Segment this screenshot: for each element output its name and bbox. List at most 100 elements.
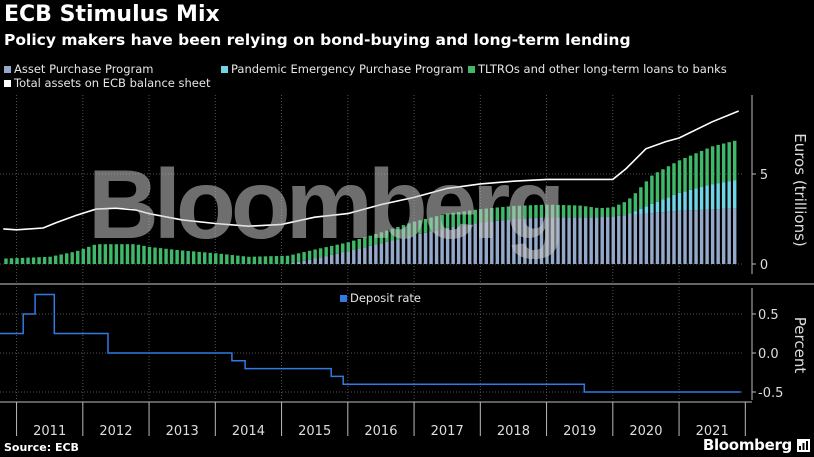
bar-segment-tltro [567, 205, 571, 218]
source-note: Source: ECB [4, 441, 79, 454]
bar-segment-tltro [710, 146, 715, 185]
bar-segment-app [517, 218, 522, 264]
legend-swatch-total [4, 80, 11, 87]
stacked-bars [4, 140, 737, 264]
bar-segment-app [291, 263, 295, 264]
bar-segment-tltro [352, 240, 356, 250]
deposit-rate-line [0, 293, 741, 393]
bar-segment-app [633, 214, 638, 264]
bar-segment-tltro [274, 256, 279, 264]
bar-segment-app [440, 229, 444, 264]
bar-segment-app [396, 239, 400, 264]
bar-segment-tltro [9, 258, 14, 264]
bar-segment-tltro [407, 223, 411, 237]
bar-segment-pepp [661, 199, 665, 213]
bar-segment-tltro [368, 235, 373, 246]
bar-segment-app [622, 215, 627, 264]
bar-segment-pepp [705, 185, 709, 210]
bar-segment-tltro [385, 230, 389, 242]
bar-segment-app [346, 251, 350, 264]
total-assets-series [3, 110, 740, 231]
bar-segment-tltro [252, 256, 257, 264]
bar-segment-tltro [705, 148, 709, 186]
bar-segment-tltro [628, 198, 632, 214]
bar-segment-tltro [147, 246, 152, 264]
bar-segment-app [368, 245, 373, 264]
bar-segment-app [683, 210, 687, 264]
bar-segment-app [512, 218, 516, 264]
bottom-y-tick-label: 0.0 [758, 347, 779, 362]
bar-segment-tltro [440, 214, 444, 230]
bar-segment-tltro [103, 244, 108, 264]
bar-segment-pepp [666, 197, 671, 212]
bar-segment-tltro [125, 244, 130, 264]
bar-segment-tltro [169, 249, 174, 264]
bar-segment-app [710, 209, 715, 264]
bottom-y-tick-label: 0.5 [758, 308, 779, 323]
bar-segment-app [335, 253, 339, 264]
bar-segment-pepp [716, 183, 720, 210]
bar-segment-tltro [677, 160, 682, 193]
bar-segment-tltro [622, 202, 627, 216]
bar-segment-tltro [501, 206, 505, 221]
bar-segment-app [429, 231, 433, 264]
legend-label-deposit: Deposit rate [350, 291, 421, 305]
x-tick-label: 2016 [364, 424, 397, 439]
bar-segment-tltro [26, 257, 30, 264]
bar-segment-app [545, 217, 549, 264]
bar-segment-app [688, 210, 693, 264]
bar-segment-app [727, 208, 731, 264]
bar-segment-tltro [197, 251, 201, 264]
legend-item-deposit: Deposit rate [340, 291, 421, 305]
bar-segment-app [445, 227, 450, 264]
bar-segment-app [501, 220, 505, 264]
x-tick-label: 2021 [696, 424, 729, 439]
bar-segment-tltro [506, 206, 511, 220]
bar-segment-tltro [578, 205, 582, 218]
bar-segment-tltro [269, 256, 273, 264]
legend-swatch-app [4, 66, 11, 73]
bar-segment-tltro [136, 244, 141, 264]
bar-segment-tltro [15, 258, 19, 264]
bar-segment-tltro [550, 204, 555, 218]
bar-segment-app [556, 217, 560, 264]
bar-segment-tltro [600, 208, 604, 218]
bar-segment-app [484, 221, 488, 264]
bar-segment-app [390, 240, 395, 264]
bar-segment-app [644, 213, 649, 264]
bar-segment-app [451, 227, 455, 264]
bar-segment-app [721, 208, 726, 264]
x-tick-label: 2019 [563, 424, 596, 439]
bar-segment-tltro [606, 207, 610, 217]
bar-segment-tltro [633, 193, 638, 212]
bar-segment-tltro [727, 142, 731, 182]
bar-segment-app [462, 225, 466, 264]
bar-segment-app [699, 209, 704, 264]
bar-segment-tltro [20, 257, 25, 264]
bar-segment-app [302, 260, 306, 264]
x-tick-label: 2011 [33, 424, 66, 439]
bar-segment-pepp [721, 182, 726, 209]
legend-item-pepp: Pandemic Emergency Purchase Program [221, 62, 463, 76]
bar-segment-tltro [37, 257, 41, 264]
brand-logo: Bloomberg [702, 436, 792, 454]
legend-swatch-pepp [221, 66, 228, 73]
bar-segment-app [473, 223, 477, 264]
bar-segment-app [357, 248, 362, 264]
bar-segment-app [567, 217, 571, 264]
bar-segment-app [412, 235, 417, 264]
bar-segment-tltro [31, 257, 36, 264]
bar-segment-app [550, 217, 555, 264]
bar-segment-tltro [191, 251, 196, 264]
bar-segment-app [352, 249, 356, 264]
bar-segment-tltro [158, 248, 163, 264]
legend-swatch-deposit [340, 295, 347, 302]
legend-item-app: Asset Purchase Program [4, 62, 154, 76]
bar-segment-tltro [694, 153, 698, 189]
bar-segment-tltro [357, 238, 362, 249]
bar-segment-app [672, 211, 676, 264]
bar-segment-tltro [153, 247, 157, 264]
bar-segment-tltro [534, 205, 538, 218]
bar-segment-tltro [688, 155, 693, 190]
bar-segment-app [716, 209, 720, 264]
